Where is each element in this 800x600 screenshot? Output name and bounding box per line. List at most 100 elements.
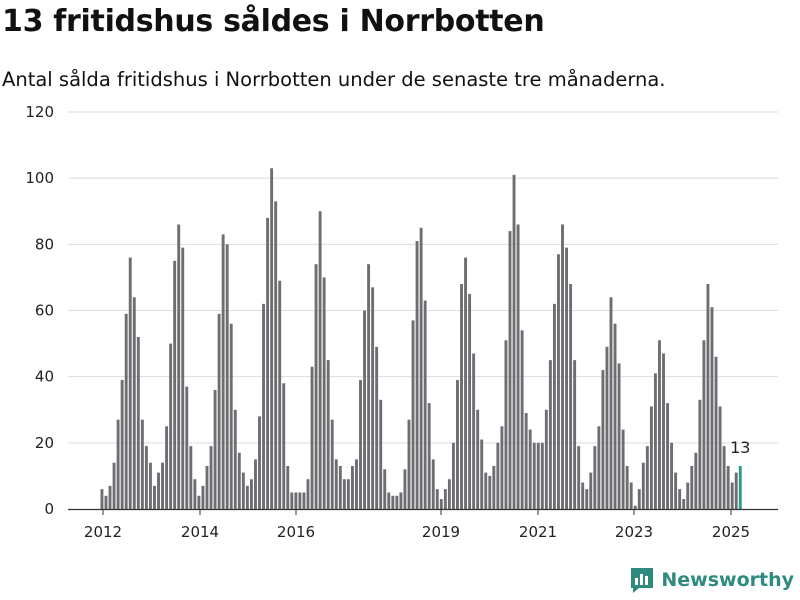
bar bbox=[589, 472, 593, 509]
bar bbox=[375, 346, 379, 509]
bar bbox=[363, 310, 366, 509]
bar bbox=[512, 174, 516, 509]
bar bbox=[540, 442, 544, 509]
bar bbox=[314, 264, 318, 509]
bar bbox=[456, 379, 459, 509]
bar bbox=[561, 224, 564, 509]
bar bbox=[500, 426, 504, 509]
bar bbox=[330, 419, 334, 509]
bar bbox=[536, 442, 540, 509]
bar bbox=[205, 465, 209, 509]
bar bbox=[427, 403, 431, 509]
bar bbox=[140, 419, 144, 509]
bar bbox=[359, 379, 362, 509]
bar bbox=[306, 479, 310, 509]
bar bbox=[262, 303, 265, 509]
bar bbox=[391, 495, 395, 509]
bar bbox=[557, 254, 560, 509]
bar bbox=[144, 446, 148, 509]
y-tick-label: 100 bbox=[25, 169, 54, 187]
bar bbox=[270, 168, 274, 509]
bar bbox=[395, 495, 399, 509]
x-tick-label: 2014 bbox=[181, 523, 219, 541]
bar bbox=[294, 492, 298, 509]
bar bbox=[734, 472, 738, 509]
y-tick-label: 120 bbox=[25, 103, 54, 121]
x-axis: 2012 2014 2016 2019 2021 2023 2025 bbox=[68, 508, 778, 541]
bar bbox=[403, 469, 407, 509]
chart-subtitle: Antal sålda fritidshus i Norrbotten unde… bbox=[2, 68, 666, 91]
bar bbox=[100, 489, 104, 509]
bar bbox=[286, 465, 290, 509]
bar bbox=[508, 231, 512, 509]
bar bbox=[674, 472, 678, 509]
y-tick-label: 40 bbox=[35, 368, 54, 386]
bar bbox=[524, 413, 528, 509]
bar bbox=[690, 465, 694, 509]
bar bbox=[460, 284, 463, 509]
bar bbox=[249, 479, 253, 509]
bar bbox=[245, 485, 249, 509]
bars bbox=[100, 168, 742, 510]
bar bbox=[241, 472, 245, 509]
bar bbox=[326, 360, 330, 509]
bar bbox=[528, 429, 532, 509]
bar bbox=[702, 340, 706, 509]
bar bbox=[548, 360, 552, 509]
bar bbox=[201, 485, 205, 509]
bar bbox=[726, 465, 730, 509]
bar bbox=[443, 489, 447, 509]
bar bbox=[472, 353, 476, 509]
bar bbox=[411, 320, 415, 509]
bar bbox=[439, 499, 443, 509]
bar bbox=[169, 343, 173, 509]
bar bbox=[617, 363, 621, 509]
newsworthy-icon bbox=[631, 568, 654, 593]
bar bbox=[581, 482, 585, 509]
bar bbox=[217, 313, 221, 509]
bar bbox=[488, 475, 492, 509]
bar bbox=[552, 303, 556, 509]
bar bbox=[649, 406, 653, 509]
bar bbox=[290, 492, 294, 509]
y-tick-label: 0 bbox=[44, 500, 54, 518]
bar bbox=[577, 446, 581, 509]
bar bbox=[730, 482, 734, 509]
bar bbox=[193, 479, 197, 509]
bar bbox=[153, 485, 156, 509]
bar bbox=[266, 217, 270, 509]
bar bbox=[148, 462, 152, 509]
bar bbox=[112, 462, 116, 509]
bar bbox=[573, 360, 577, 509]
bar bbox=[496, 442, 500, 509]
bar bbox=[282, 383, 286, 509]
bar bbox=[213, 389, 217, 509]
bar bbox=[544, 409, 548, 509]
y-tick-label: 80 bbox=[35, 235, 54, 253]
bar bbox=[605, 346, 609, 509]
bar bbox=[342, 479, 346, 509]
bar bbox=[136, 336, 140, 509]
bar bbox=[706, 284, 710, 509]
bar bbox=[225, 244, 229, 510]
bar bbox=[447, 479, 451, 509]
bar bbox=[407, 419, 411, 509]
x-tick-label: 2016 bbox=[277, 523, 315, 541]
bar bbox=[419, 227, 423, 509]
bar bbox=[371, 287, 375, 509]
bar bbox=[686, 482, 690, 509]
bar bbox=[209, 446, 213, 509]
bar bbox=[431, 459, 435, 509]
bar bbox=[298, 492, 302, 509]
bar bbox=[237, 452, 241, 509]
bar bbox=[468, 293, 472, 509]
bar bbox=[399, 492, 403, 509]
bar bbox=[682, 499, 686, 509]
bar bbox=[302, 492, 306, 509]
bar bbox=[334, 459, 338, 509]
bar-latest bbox=[738, 465, 742, 509]
bar bbox=[597, 426, 601, 509]
bar bbox=[367, 264, 371, 509]
bar bbox=[104, 495, 108, 509]
bar bbox=[185, 386, 189, 509]
